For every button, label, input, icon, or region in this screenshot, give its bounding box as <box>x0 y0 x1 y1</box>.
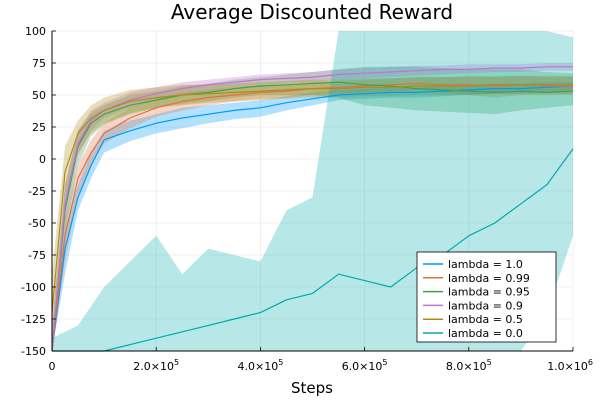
y-tick-label-2: -100 <box>21 281 46 294</box>
x-tick-label-3: 6.0×105 <box>342 358 388 373</box>
y-tick-label-10: 100 <box>25 25 46 38</box>
legend-label-0: lambda = 1.0 <box>448 258 523 271</box>
line-series-3 <box>51 66 573 352</box>
chart-title: Average Discounted Reward <box>171 0 453 24</box>
x-tick-label-2: 4.0×105 <box>237 358 283 373</box>
y-tick-label-4: -50 <box>28 217 46 230</box>
line-series-5 <box>52 148 574 352</box>
x-tick-label-0: 0 <box>49 360 56 373</box>
y-tick-label-5: -25 <box>28 185 46 198</box>
legend-box <box>416 251 557 343</box>
line-series-0 <box>51 85 574 352</box>
legend-label-2: lambda = 0.95 <box>448 286 530 299</box>
y-tick-label-7: 25 <box>32 121 46 134</box>
tick-labels: -150 -125 -100 -75 -50 -25 0 25 50 75 100 0 2.0×105 4… <box>21 25 593 373</box>
legend-label-4: lambda = 0.5 <box>448 313 523 326</box>
series-lines <box>51 66 574 352</box>
line-series-4 <box>51 84 573 313</box>
y-tick-label-9: 75 <box>32 57 46 70</box>
legend-label-1: lambda = 0.99 <box>448 272 530 285</box>
y-tick-label-3: -75 <box>28 249 46 262</box>
x-axis-label: Steps <box>291 379 333 397</box>
band-series-2 <box>52 66 573 352</box>
y-tick-label-8: 50 <box>32 89 46 102</box>
y-tick-label-1: -125 <box>21 313 46 326</box>
axes <box>51 30 574 352</box>
y-tick-label-6: 0 <box>39 153 46 166</box>
legend-label-3: lambda = 0.9 <box>448 299 523 312</box>
band-series-4 <box>52 75 573 352</box>
legend-label-5: lambda = 0.0 <box>448 327 523 340</box>
x-tick-label-5: 1.0×106 <box>547 358 593 373</box>
line-series-2 <box>51 81 574 352</box>
x-tick-label-1: 2.0×105 <box>133 358 179 373</box>
y-tick-label-0: -150 <box>21 345 46 358</box>
x-tick-label-4: 8.0×105 <box>446 358 492 373</box>
